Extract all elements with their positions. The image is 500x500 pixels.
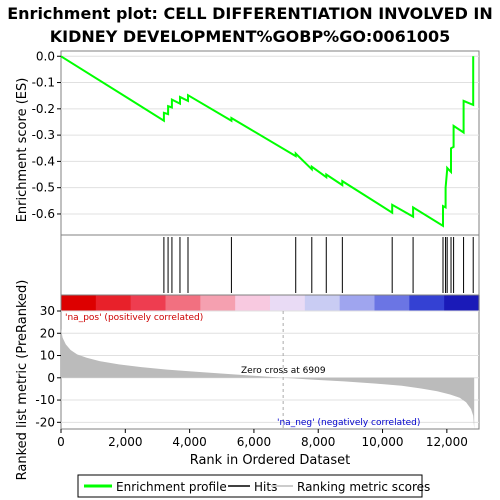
- chart-title-line1: Enrichment plot: CELL DIFFERENTIATION IN…: [7, 4, 493, 23]
- heatmap-segment: [200, 295, 236, 311]
- es-y-axis-label: Enrichment score (ES): [15, 78, 30, 223]
- metric-y-tick-label: 10: [40, 349, 55, 363]
- heatmap-segment: [339, 295, 376, 311]
- ranking-heatmap-bar: [61, 295, 480, 311]
- metric-y-tick-label: 0: [47, 371, 55, 385]
- es-y-tick-label: -0.5: [32, 181, 55, 195]
- legend-metric-label: Ranking metric scores: [297, 480, 430, 494]
- x-tick-label: 0: [57, 435, 65, 449]
- heatmap-segment: [130, 295, 167, 311]
- heatmap-segment: [235, 295, 271, 311]
- es-y-tick-label: -0.4: [32, 154, 55, 168]
- heatmap-segment: [304, 295, 341, 311]
- x-axis-ticks: 0 2,000 4,000 6,000 8,000 10,000 12,000: [57, 429, 468, 449]
- heatmap-segment: [444, 295, 480, 311]
- heatmap-segment: [165, 295, 201, 311]
- x-tick-label: 2,000: [108, 435, 142, 449]
- es-gridlines: [61, 55, 479, 215]
- heatmap-segment: [270, 295, 306, 311]
- es-panel-frame: [60, 50, 480, 236]
- x-tick-label: 12,000: [426, 435, 468, 449]
- legend-hits-label: Hits: [254, 480, 277, 494]
- metric-y-axis-label: Ranked list metric (PreRanked): [15, 280, 30, 481]
- heatmap-segment: [374, 295, 410, 311]
- heatmap-segment: [61, 295, 97, 311]
- es-y-tick-label: -0.6: [32, 207, 55, 221]
- metric-y-tick-label: 20: [40, 326, 55, 340]
- x-tick-label: 6,000: [237, 435, 271, 449]
- positive-correlation-label: 'na_pos' (positively correlated): [65, 313, 203, 323]
- metric-panel-frame: [60, 310, 480, 430]
- heatmap-segment: [95, 295, 132, 311]
- heatmap-segment: [409, 295, 445, 311]
- hit-markers: [163, 237, 474, 293]
- es-y-tick-label: -0.3: [32, 128, 55, 142]
- es-y-tick-label: -0.2: [32, 102, 55, 116]
- ranking-metric-area: [61, 328, 475, 429]
- metric-y-tick-label: 30: [40, 304, 55, 318]
- hits-panel-frame: [60, 234, 480, 296]
- legend-enrichment-label: Enrichment profile: [116, 480, 227, 494]
- chart-title-line2: KIDNEY DEVELOPMENT%GOBP%GO:0061005: [50, 27, 451, 46]
- metric-y-ticks: 30 20 10 0 -10 -20: [35, 304, 61, 429]
- x-tick-label: 4,000: [172, 435, 206, 449]
- metric-y-tick-label: -10: [35, 393, 55, 407]
- es-y-tick-label: 0.0: [36, 49, 55, 63]
- es-y-tick-label: -0.1: [32, 76, 55, 90]
- x-tick-label: 8,000: [301, 435, 335, 449]
- enrichment-profile-line: [60, 55, 475, 228]
- metric-y-tick-label: -20: [35, 415, 55, 429]
- x-axis-label: Rank in Ordered Dataset: [190, 453, 351, 468]
- es-y-ticks: 0.0 -0.1 -0.2 -0.3 -0.4 -0.5 -0.6: [32, 49, 61, 221]
- negative-correlation-label: 'na_neg' (negatively correlated): [277, 418, 420, 428]
- zero-cross-annotation: Zero cross at 6909: [241, 366, 326, 376]
- x-tick-label: 10,000: [362, 435, 404, 449]
